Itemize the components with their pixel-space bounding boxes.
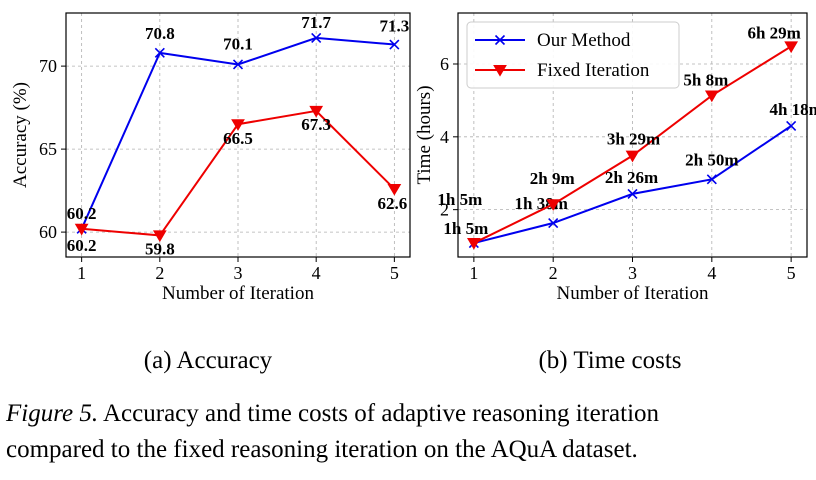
series-2: 60.2 59.8 66.5 67.3 62.6 — [67, 105, 407, 258]
point-2-1 — [466, 238, 481, 250]
chart-1: 1 2 3 4 5 60 65 70 Number of Iteration Accuracy (… — [10, 12, 411, 374]
data-label-1-3: 70.1 — [223, 34, 253, 53]
legend-marker-2 — [493, 65, 507, 77]
data-label-1-1: 60.2 — [67, 204, 97, 223]
point-2-3 — [231, 119, 245, 131]
x-tick-label-5: 5 — [787, 263, 796, 283]
data-label-2-5: 6h 29m — [747, 23, 800, 42]
point-1-3 — [232, 59, 244, 70]
point-1-4 — [706, 174, 717, 185]
point-2-2 — [546, 199, 561, 211]
legend-label-2: Fixed Iteration — [537, 60, 650, 81]
point-1-4 — [311, 32, 322, 43]
data-label-2-3: 66.5 — [223, 129, 253, 148]
data-label-1-5: 71.3 — [379, 17, 409, 36]
point-2-5 — [387, 183, 402, 196]
data-label-1-4: 71.7 — [301, 13, 331, 32]
point-2-4 — [704, 90, 719, 103]
y-tick-label-2: 65 — [39, 139, 57, 159]
point-1-3 — [627, 188, 638, 199]
data-label-1-4: 2h 50m — [685, 150, 738, 169]
point-2-1 — [74, 223, 89, 236]
legend-box — [466, 21, 680, 89]
caption-label: Figure 5. — [6, 400, 99, 427]
x-tick-label-4: 4 — [312, 263, 321, 283]
data-label-2-4: 5h 8m — [683, 71, 728, 90]
point-2-4 — [309, 105, 324, 118]
point-2-2 — [152, 230, 167, 243]
caption-text-2: compared to the fixed reasoning iteratio… — [6, 436, 638, 463]
point-1-2 — [154, 47, 165, 58]
x-tick-label-3: 3 — [234, 263, 243, 283]
x-tick-label-5: 5 — [390, 263, 399, 283]
data-label-2-5: 62.6 — [377, 194, 407, 213]
data-label-1-2: 70.8 — [145, 24, 175, 43]
x-tick-label-2: 2 — [155, 263, 164, 283]
data-label-2-2: 59.8 — [145, 239, 175, 258]
point-2-5 — [784, 41, 799, 54]
x-axis-label: Number of Iteration — [162, 283, 314, 304]
x-tick-label-4: 4 — [707, 263, 716, 283]
y-tick-label-1: 2 — [440, 200, 449, 220]
caption-line-1: Figure 5. Accuracy and time costs of ada… — [6, 400, 659, 428]
subcaption-2: (b) Time costs — [538, 347, 681, 374]
caption-text-1: Accuracy and time costs of adaptive reas… — [98, 400, 660, 427]
series-1: 60.2 70.8 70.1 71.7 71.3 — [67, 13, 409, 234]
y-axis-label: Time (hours) — [414, 85, 435, 184]
data-label-1-1: 1h 5m — [443, 219, 488, 238]
data-label-1-5: 4h 18m — [769, 100, 816, 119]
data-label-2-3: 3h 29m — [607, 130, 660, 149]
data-label-2-1: 60.2 — [67, 236, 97, 255]
x-tick-label-3: 3 — [628, 263, 637, 283]
x-tick-label-2: 2 — [549, 263, 558, 283]
y-tick-label-3: 6 — [440, 54, 449, 74]
y-axis-label: Accuracy (%) — [10, 82, 31, 188]
series-2: 1h 5m 2h 9m 3h 29m 5h 8m 6h 29m — [437, 23, 801, 250]
y-tick-label-3: 70 — [39, 56, 57, 76]
data-label-2-1: 1h 5m — [437, 190, 482, 209]
point-2-3 — [625, 150, 640, 163]
x-axis-label: Number of Iteration — [557, 283, 709, 304]
point-1-5 — [389, 39, 400, 50]
data-label-1-3: 2h 26m — [605, 168, 658, 187]
subcaption-1: (a) Accuracy — [144, 347, 273, 374]
legend-marker-1 — [494, 34, 506, 46]
y-tick-label-2: 4 — [440, 127, 449, 147]
legend: Our Method Fixed Iteration — [466, 21, 680, 89]
point-1-5 — [786, 120, 797, 131]
caption-line-2: compared to the fixed reasoning iteratio… — [6, 436, 638, 464]
legend-label-1: Our Method — [537, 30, 631, 51]
x-tick-label-1: 1 — [469, 263, 478, 283]
data-label-2-4: 67.3 — [301, 115, 331, 134]
point-1-2 — [548, 217, 559, 229]
data-label-2-2: 2h 9m — [530, 169, 575, 188]
y-tick-label-1: 60 — [39, 222, 57, 242]
x-tick-label-1: 1 — [77, 263, 86, 283]
